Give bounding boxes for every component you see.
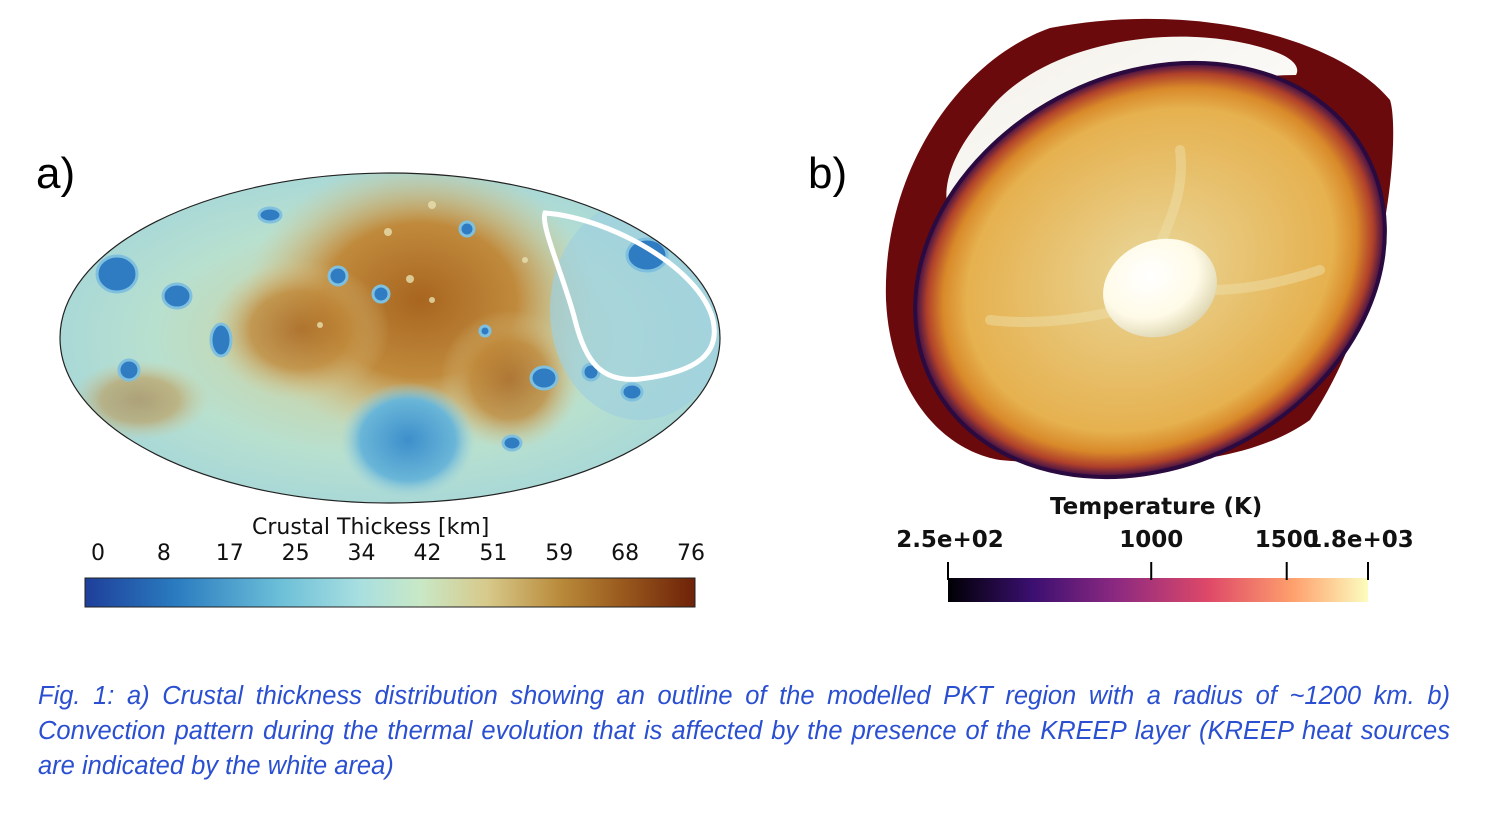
crustal-colorbar [84, 577, 696, 608]
crustal-tick-label: 59 [545, 541, 574, 566]
crustal-tick-label: 0 [91, 541, 105, 566]
panel-b-label: b) [808, 149, 848, 198]
crustal-tick-label: 8 [156, 541, 171, 566]
crustal-tick-label: 68 [611, 541, 640, 566]
temperature-tick-label: 1000 [1119, 527, 1184, 553]
temperature-tick-label: 2.5e+02 [896, 527, 1004, 553]
crustal-tick-label: 42 [413, 541, 442, 566]
temperature-tick-label: 1.8e+03 [1306, 527, 1414, 553]
crustal-colorbar-title: Crustal Thickess [km] [252, 515, 490, 540]
temperature-tick-label: 1500 [1254, 527, 1319, 553]
temperature-colorbar [947, 562, 1369, 602]
temperature-sphere [885, 18, 1394, 480]
crustal-tick-label: 34 [347, 541, 376, 566]
crustal-tick-label: 51 [479, 541, 508, 566]
panel-a-label: a) [36, 149, 76, 198]
crustal-tick-label: 25 [281, 541, 310, 566]
crustal-tick-label: 17 [215, 541, 244, 566]
crustal-tick-label: 76 [677, 541, 705, 566]
figure-caption: Fig. 1: a) Crustal thickness distributio… [38, 682, 1450, 780]
pkt-region-outline [541, 210, 717, 382]
crustal-thickness-map [59, 172, 721, 504]
temperature-colorbar-title: Temperature (K) [1050, 494, 1263, 520]
